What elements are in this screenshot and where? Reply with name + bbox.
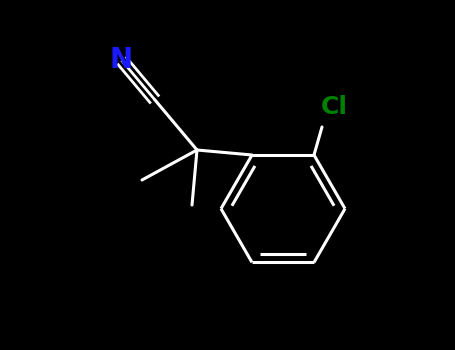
Text: N: N <box>110 46 133 74</box>
Text: Cl: Cl <box>320 95 348 119</box>
